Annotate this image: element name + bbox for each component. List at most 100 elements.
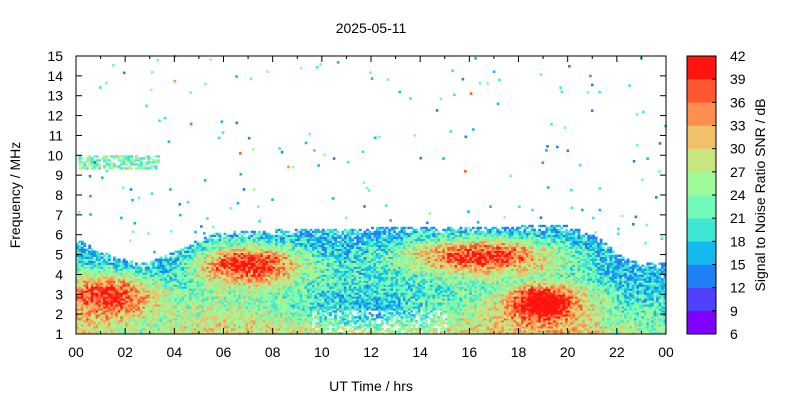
heatmap-cell xyxy=(159,330,163,333)
heatmap-cell xyxy=(174,332,178,335)
heatmap-cell xyxy=(186,286,190,289)
heatmap-cell xyxy=(280,266,283,269)
heatmap-cell xyxy=(302,310,306,313)
heatmap-cell xyxy=(302,302,306,305)
heatmap-cell xyxy=(250,282,254,285)
heatmap-cell xyxy=(105,314,109,317)
heatmap-cell xyxy=(198,250,202,253)
heatmap-cell xyxy=(243,246,247,250)
heatmap-cell xyxy=(312,270,315,273)
heatmap-cell xyxy=(282,316,286,319)
heatmap-cell xyxy=(198,262,202,265)
heatmap-cell xyxy=(122,258,126,261)
heatmap-cell xyxy=(144,266,148,269)
heatmap-cell xyxy=(235,302,239,305)
heatmap-cell xyxy=(174,268,178,271)
heatmap-cell xyxy=(230,300,234,303)
heatmap-cell xyxy=(275,256,278,259)
heatmap-cell xyxy=(294,322,298,325)
heatmap-cell xyxy=(149,328,153,331)
heatmap-cell xyxy=(262,242,266,246)
heatmap-cell xyxy=(299,266,303,269)
heatmap-cell xyxy=(162,286,165,289)
heatmap-cell xyxy=(289,274,293,277)
heatmap-cell xyxy=(314,276,318,279)
heatmap-cell xyxy=(228,244,232,248)
heatmap-cell xyxy=(302,272,306,275)
heatmap-cell xyxy=(257,246,261,250)
heatmap-cell xyxy=(152,302,156,305)
heatmap-cell xyxy=(189,256,192,259)
heatmap-cell xyxy=(211,272,215,275)
heatmap-cell xyxy=(83,282,87,285)
heatmap-cell xyxy=(107,280,111,283)
heatmap-cell xyxy=(137,294,141,297)
heatmap-cell xyxy=(105,320,109,323)
heatmap-cell xyxy=(304,272,308,275)
heatmap-cell xyxy=(248,316,251,319)
heatmap-cell xyxy=(191,250,195,253)
heatmap-cell xyxy=(90,292,94,295)
heatmap-cell xyxy=(78,314,82,317)
heatmap-cell xyxy=(157,260,160,263)
heatmap-cell xyxy=(120,288,124,291)
heatmap-cell xyxy=(270,248,274,251)
heatmap-cell xyxy=(208,248,212,251)
heatmap-cell xyxy=(198,296,202,299)
heatmap-cell xyxy=(120,282,124,285)
heatmap-cell xyxy=(125,328,129,331)
heatmap-cell xyxy=(152,282,156,285)
heatmap-cell xyxy=(201,296,205,299)
heatmap-cell xyxy=(228,326,232,329)
heatmap-cell xyxy=(196,270,200,273)
heatmap-cell xyxy=(225,324,229,327)
heatmap-cell xyxy=(201,322,205,325)
heatmap-cell xyxy=(245,300,249,303)
heatmap-cell xyxy=(90,314,94,317)
heatmap-cell xyxy=(115,312,119,315)
heatmap-cell xyxy=(76,324,79,327)
heatmap-cell xyxy=(78,310,82,313)
heatmap-cell xyxy=(105,260,109,263)
heatmap-cell xyxy=(284,234,288,238)
heatmap-cell xyxy=(253,272,256,275)
heatmap-cell xyxy=(282,270,286,273)
heatmap-cell xyxy=(260,290,264,293)
heatmap-cell xyxy=(250,306,254,309)
heatmap-cell xyxy=(309,274,313,277)
heatmap-cell xyxy=(132,268,136,271)
heatmap-cell xyxy=(186,288,190,291)
heatmap-cell xyxy=(120,270,124,273)
heatmap-cell xyxy=(326,260,330,263)
heatmap-cell xyxy=(169,302,173,305)
heatmap-cell xyxy=(135,322,138,325)
heatmap-cell xyxy=(302,240,306,244)
heatmap-cell xyxy=(125,300,129,303)
heatmap-cell xyxy=(115,324,119,327)
heatmap-cell xyxy=(314,288,318,291)
heatmap-cell xyxy=(292,284,296,287)
heatmap-cell xyxy=(130,264,133,267)
heatmap-cell xyxy=(284,298,288,301)
heatmap-cell xyxy=(208,262,212,265)
heatmap-cell xyxy=(216,250,219,253)
heatmap-cell xyxy=(186,296,190,299)
heatmap-cell xyxy=(255,232,259,236)
heatmap-cell xyxy=(137,276,141,279)
heatmap-cell xyxy=(154,298,158,301)
heatmap-cell xyxy=(250,288,254,291)
heatmap-cell xyxy=(211,318,215,321)
heatmap-cell xyxy=(321,260,325,263)
heatmap-cell xyxy=(100,318,104,321)
heatmap-cell xyxy=(265,274,269,277)
heatmap-cell xyxy=(225,242,229,246)
heatmap-cell xyxy=(176,258,180,261)
heatmap-cell xyxy=(194,302,197,305)
heatmap-cell xyxy=(83,274,87,277)
heatmap-cell xyxy=(166,276,170,279)
heatmap-cell xyxy=(331,244,335,248)
heatmap-cell xyxy=(218,260,222,263)
heatmap-cell xyxy=(339,326,342,329)
heatmap-cell xyxy=(144,278,148,281)
heatmap-cell xyxy=(255,306,259,309)
